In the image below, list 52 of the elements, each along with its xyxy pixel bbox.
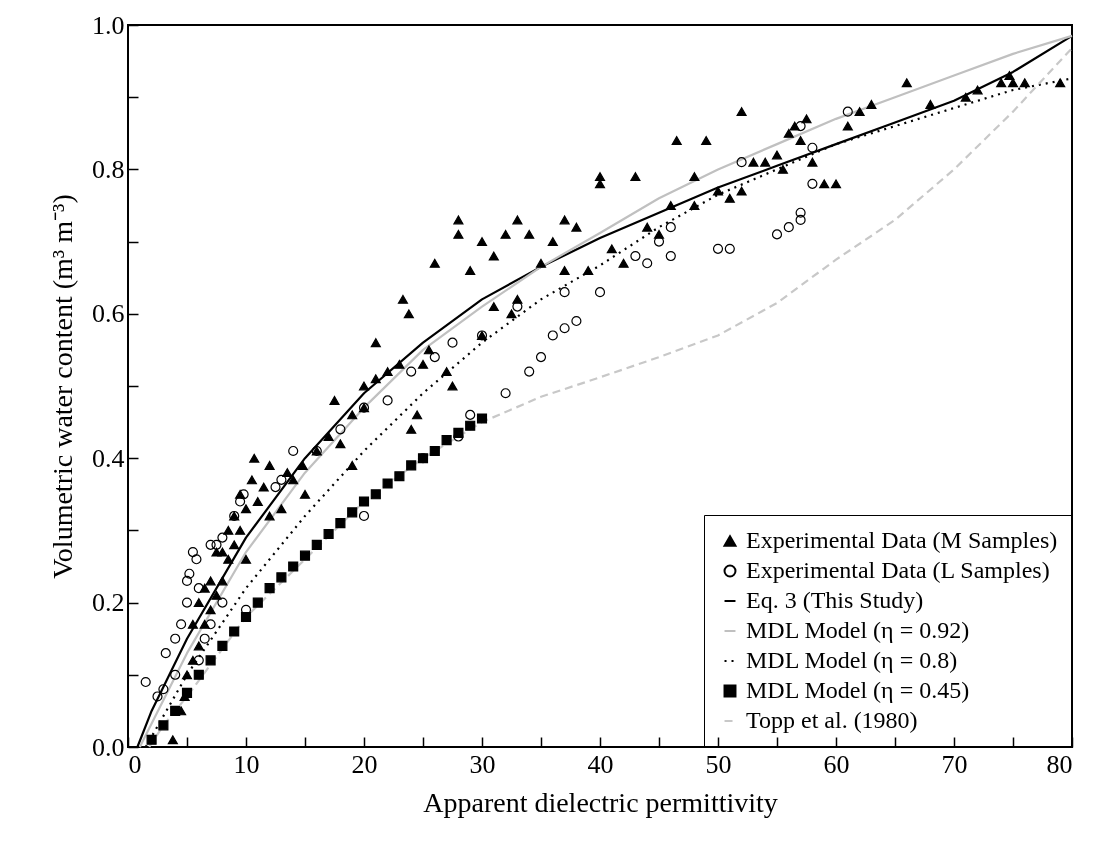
point (358, 496, 370, 507)
point (465, 420, 476, 431)
point (323, 528, 334, 540)
point (335, 518, 346, 529)
point (158, 720, 169, 731)
point (205, 655, 216, 666)
legend-label: Topp et al. (1980) (746, 707, 918, 733)
legend-label: MDL Model (η = 0.92) (746, 617, 970, 643)
x-tick-label: 20 (351, 749, 378, 779)
point (299, 550, 311, 561)
x-tick-label: 60 (823, 749, 850, 779)
point (429, 445, 440, 457)
point (193, 669, 204, 680)
point (181, 687, 193, 698)
y-tick-label: 0.2 (92, 588, 125, 618)
y-tick-label: 1.0 (92, 10, 125, 40)
point (240, 611, 252, 623)
y-tick-label: 0.6 (92, 299, 125, 329)
x-tick-label: 70 (941, 749, 968, 779)
y-tick-label: 0.0 (92, 732, 125, 762)
x-tick-label: 0 (128, 749, 142, 779)
legend-label: MDL Model (η = 0.8) (746, 647, 958, 673)
point (347, 507, 358, 518)
legend-label: Experimental Data (L Samples) (746, 557, 1050, 583)
x-tick-label: 50 (705, 749, 732, 779)
point (288, 561, 299, 572)
x-tick-label: 10 (233, 749, 260, 779)
point (170, 705, 181, 716)
x-tick-label: 40 (587, 749, 614, 779)
point (276, 572, 287, 583)
point (382, 478, 393, 489)
point (394, 471, 405, 482)
y-tick-label: 0.8 (92, 154, 125, 184)
point (370, 489, 381, 500)
point (453, 427, 464, 438)
point (311, 539, 322, 550)
x-tick-label: 80 (1046, 749, 1073, 779)
point (217, 640, 228, 651)
legend-label: MDL Model (η = 0.45) (746, 677, 970, 703)
y-tick-label: 0.4 (92, 443, 125, 473)
point (264, 583, 275, 594)
point (229, 626, 240, 637)
point (441, 435, 452, 446)
x-tick-label: 30 (469, 749, 496, 779)
point (252, 597, 263, 608)
point (406, 460, 417, 471)
x-axis-title: Apparent dielectric permittivity (423, 786, 778, 818)
y-axis-title: Volumetric water content (m³ m⁻³) (47, 194, 78, 579)
point (476, 413, 488, 424)
point (146, 734, 157, 745)
legend-label: Eq. 3 (This Study) (746, 587, 924, 613)
legend-label: Experimental Data (M Samples) (746, 527, 1058, 553)
